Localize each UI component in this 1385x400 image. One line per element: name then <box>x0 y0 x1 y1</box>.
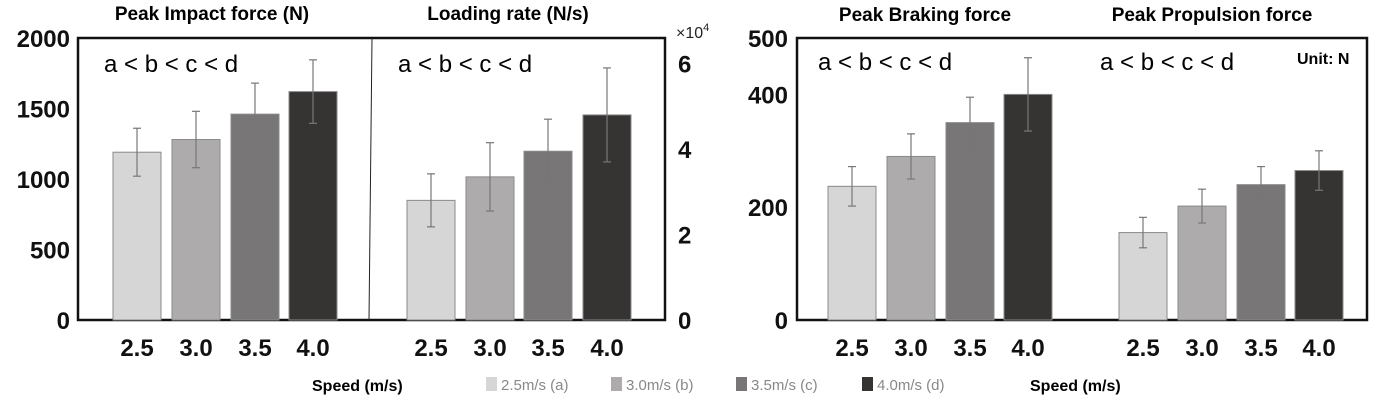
y-tick-label-loading-rate-4: 4 <box>678 137 692 164</box>
errorbar-peak-impact-2-5 <box>133 127 141 177</box>
y-tick-label-peak-braking-500: 500 <box>748 26 788 53</box>
y-tick-label-peak-braking-400: 400 <box>748 82 788 109</box>
errorbar-loading-rate-3-5 <box>544 118 552 184</box>
legend-label-a: 2.5m/s (a) <box>501 377 569 394</box>
legend-item-d: 4.0m/s (d) <box>862 377 945 394</box>
x-tick-label-peak-braking-3-0: 3.0 <box>894 335 927 362</box>
errorbar-peak-impact-4-0 <box>309 59 317 124</box>
legend-item-a: 2.5m/s (a) <box>486 377 569 394</box>
annotation-peak-braking: a < b < c < d <box>818 49 952 76</box>
x-tick-label-peak-braking-2-5: 2.5 <box>835 335 868 362</box>
y-tick-label-peak-braking-200: 200 <box>748 195 788 222</box>
errorbar-peak-braking-3-0 <box>907 133 915 180</box>
bar-peak-propulsion-3-0 <box>1177 205 1227 321</box>
legend-swatch-a <box>486 377 497 391</box>
y-tick-label-peak-impact-1500: 1500 <box>17 97 70 124</box>
x-tick-label-peak-impact-4-0: 4.0 <box>296 335 329 362</box>
y-tick-label-peak-impact-1000: 1000 <box>17 167 70 194</box>
bar-peak-braking-3-5 <box>945 122 995 321</box>
x-tick-label-loading-rate-4-0: 4.0 <box>590 335 623 362</box>
legend-item-b: 3.0m/s (b) <box>611 377 694 394</box>
x-tick-label-loading-rate-3-5: 3.5 <box>531 335 564 362</box>
x-tick-label-peak-impact-3-0: 3.0 <box>179 335 212 362</box>
bar-peak-braking-3-0 <box>886 155 936 321</box>
y-tick-label-peak-braking-0: 0 <box>775 308 788 335</box>
right-plot-frame <box>795 36 1369 322</box>
errorbar-peak-propulsion-4-0 <box>1315 150 1323 191</box>
unit-label: Unit: N <box>1297 51 1349 68</box>
chart-title-peak-propulsion: Peak Propulsion force <box>1112 5 1313 26</box>
legend-label-b: 3.0m/s (b) <box>626 377 694 394</box>
x-axis-label-right: Speed (m/s) <box>1030 378 1121 395</box>
chart-title-loading-rate: Loading rate (N/s) <box>427 4 589 25</box>
errorbar-peak-propulsion-3-5 <box>1257 165 1265 204</box>
x-tick-label-peak-propulsion-3-5: 3.5 <box>1244 335 1277 362</box>
errorbar-peak-impact-3-0 <box>192 110 200 169</box>
errorbar-peak-braking-4-0 <box>1024 57 1032 132</box>
x-axis-label-left: Speed (m/s) <box>312 378 403 395</box>
errorbar-loading-rate-3-0 <box>486 142 494 212</box>
x-tick-label-loading-rate-3-0: 3.0 <box>473 335 506 362</box>
left-plot-frame <box>76 36 667 322</box>
legend-item-c: 3.5m/s (c) <box>736 377 818 394</box>
errorbar-loading-rate-2-5 <box>427 173 435 228</box>
axis-multiplier-label: ×104 <box>676 22 709 42</box>
legend-label-c: 3.5m/s (c) <box>751 377 818 394</box>
bar-peak-propulsion-4-0 <box>1294 170 1344 321</box>
y-tick-label-peak-impact-2000: 2000 <box>17 26 70 53</box>
x-tick-label-peak-impact-3-5: 3.5 <box>238 335 271 362</box>
legend-swatch-d <box>862 377 873 391</box>
legend: 2.5m/s (a) 3.0m/s (b) 3.5m/s (c) 4.0m/s (d) <box>486 377 945 394</box>
chart-title-peak-impact: Peak Impact force (N) <box>115 4 309 25</box>
x-tick-label-loading-rate-2-5: 2.5 <box>414 335 447 362</box>
x-tick-label-peak-braking-3-5: 3.5 <box>953 335 986 362</box>
multiplier-base: ×10 <box>676 25 703 42</box>
y-tick-label-loading-rate-6: 6 <box>678 52 691 79</box>
x-tick-label-peak-propulsion-3-0: 3.0 <box>1185 335 1218 362</box>
y-tick-label-loading-rate-0: 0 <box>678 308 691 335</box>
y-tick-label-peak-impact-0: 0 <box>57 308 70 335</box>
bar-peak-impact-3-5 <box>230 113 280 321</box>
annotation-peak-impact: a < b < c < d <box>104 51 238 78</box>
legend-swatch-c <box>736 377 747 391</box>
x-tick-label-peak-propulsion-4-0: 4.0 <box>1302 335 1335 362</box>
annotation-peak-propulsion: a < b < c < d <box>1100 49 1234 76</box>
bar-peak-impact-3-0 <box>171 139 221 321</box>
bar-peak-impact-4-0 <box>288 91 338 321</box>
y-tick-label-peak-impact-500: 500 <box>30 238 70 265</box>
x-tick-label-peak-braking-4-0: 4.0 <box>1011 335 1044 362</box>
legend-label-d: 4.0m/s (d) <box>877 377 945 394</box>
errorbar-peak-propulsion-3-0 <box>1198 188 1206 224</box>
errorbar-peak-braking-2-5 <box>848 165 856 207</box>
bar-peak-braking-4-0 <box>1003 93 1053 321</box>
errorbar-peak-impact-3-5 <box>251 82 259 146</box>
errorbar-peak-braking-3-5 <box>966 96 974 149</box>
y-tick-label-loading-rate-2: 2 <box>678 223 691 250</box>
errorbar-loading-rate-4-0 <box>603 67 611 163</box>
bar-peak-impact-2-5 <box>112 151 162 321</box>
x-tick-label-peak-impact-2-5: 2.5 <box>120 335 153 362</box>
annotation-loading-rate: a < b < c < d <box>398 51 532 78</box>
chart-title-peak-braking: Peak Braking force <box>839 5 1011 26</box>
legend-swatch-b <box>611 377 622 391</box>
x-tick-label-peak-propulsion-2-5: 2.5 <box>1126 335 1159 362</box>
multiplier-exponent: 4 <box>703 22 709 34</box>
bar-peak-propulsion-3-5 <box>1236 184 1286 321</box>
errorbar-peak-propulsion-2-5 <box>1139 216 1147 249</box>
